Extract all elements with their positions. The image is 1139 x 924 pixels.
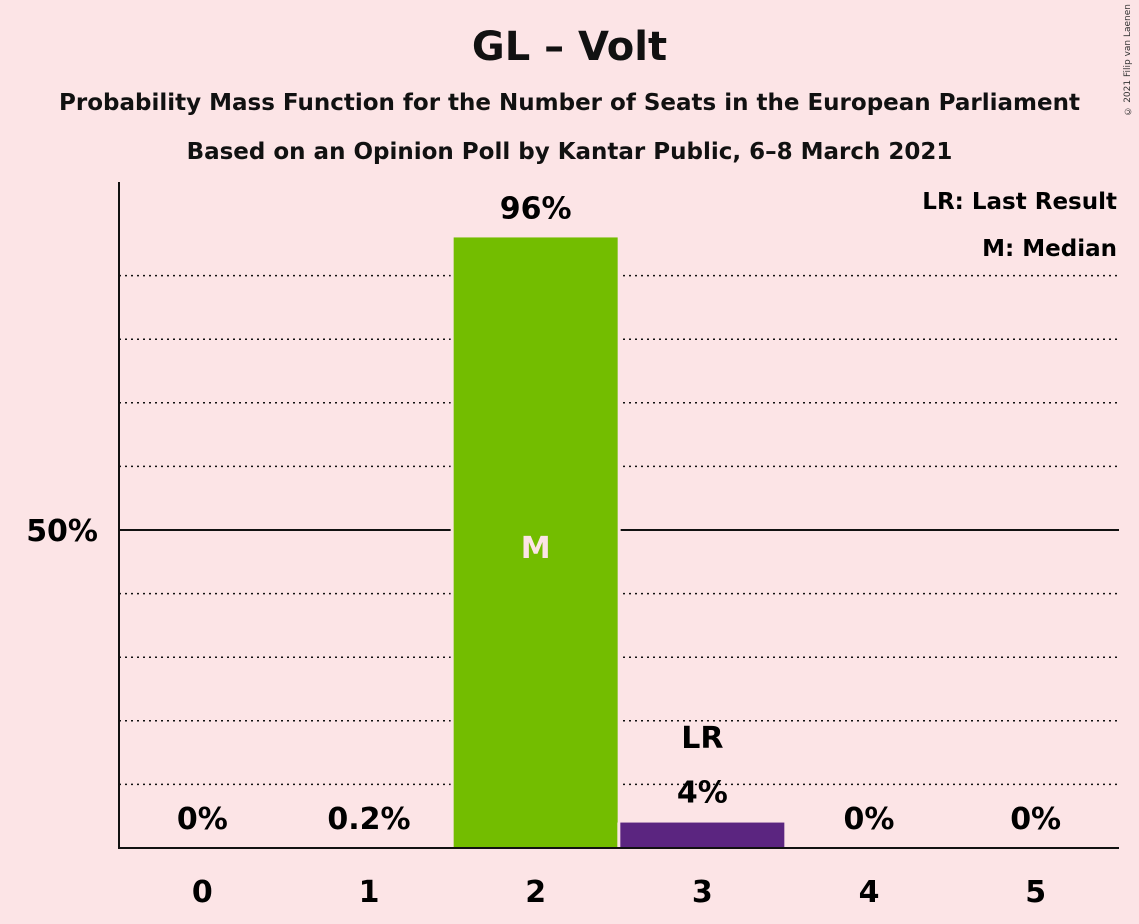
x-tick-label-2: 2 — [525, 875, 546, 910]
bar-labels: 0% 0.2% 96% M 4% LR 0% 0% — [177, 191, 1061, 837]
x-tick-label-1: 1 — [359, 875, 380, 910]
x-tick-label-5: 5 — [1025, 875, 1046, 910]
chart-subtitle-source: Based on an Opinion Poll by Kantar Publi… — [186, 139, 953, 165]
chart-title: GL – Volt — [471, 24, 668, 70]
x-tick-label-4: 4 — [859, 875, 880, 910]
x-tick-label-3: 3 — [692, 875, 713, 910]
legend: LR: Last Result M: Median — [922, 189, 1117, 262]
chart-subtitle: Probability Mass Function for the Number… — [59, 90, 1080, 116]
value-label-3: 4% — [677, 776, 728, 811]
value-label-4: 0% — [844, 802, 895, 837]
bars — [450, 237, 788, 848]
legend-last-result: LR: Last Result — [922, 189, 1117, 215]
value-label-1: 0.2% — [327, 802, 410, 837]
y-tick-label: 50% — [26, 514, 98, 549]
value-label-0: 0% — [177, 802, 228, 837]
x-tick-label-0: 0 — [192, 875, 213, 910]
bar-2 — [453, 237, 618, 848]
axes: 0 1 2 3 4 5 — [118, 182, 1119, 910]
legend-median: M: Median — [982, 236, 1117, 262]
value-label-5: 0% — [1010, 802, 1061, 837]
value-label-2: 96% — [500, 191, 572, 226]
median-marker: M — [521, 531, 551, 566]
bar-3 — [620, 822, 785, 848]
last-result-marker: LR — [681, 721, 723, 756]
